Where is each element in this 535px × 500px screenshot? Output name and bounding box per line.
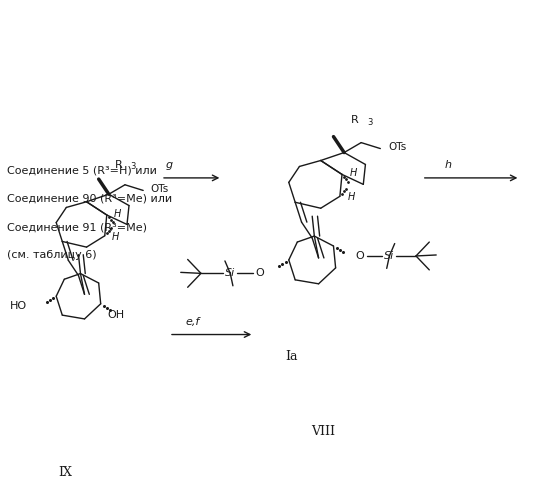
Text: IX: IX (58, 466, 72, 479)
Text: g: g (165, 160, 173, 170)
Text: Соединение 91 (R³=Me): Соединение 91 (R³=Me) (7, 222, 147, 232)
Text: 3: 3 (131, 162, 136, 171)
Text: H: H (350, 168, 357, 178)
Text: Соединение 5 (R³=H) или: Соединение 5 (R³=H) или (7, 166, 157, 175)
Text: HO: HO (10, 301, 27, 311)
Text: R: R (351, 115, 358, 125)
Text: R: R (114, 160, 123, 170)
Text: 3: 3 (368, 118, 373, 126)
Text: H: H (348, 192, 355, 202)
Text: OH: OH (107, 310, 124, 320)
Text: O: O (255, 268, 264, 278)
Text: OTs: OTs (150, 184, 169, 194)
Text: (см. таблицу 6): (см. таблицу 6) (7, 250, 96, 260)
Text: h: h (445, 160, 452, 170)
Text: Si: Si (384, 251, 394, 261)
Text: OTs: OTs (388, 142, 407, 152)
Text: H: H (114, 208, 121, 218)
Text: Ia: Ia (285, 350, 297, 364)
Text: Si: Si (225, 268, 235, 278)
Text: O: O (356, 251, 364, 261)
Text: VIII: VIII (311, 425, 335, 438)
Text: H: H (112, 232, 119, 242)
Text: Соединение 90 (R³=Me) или: Соединение 90 (R³=Me) или (7, 194, 172, 204)
Text: e,f: e,f (186, 317, 200, 327)
